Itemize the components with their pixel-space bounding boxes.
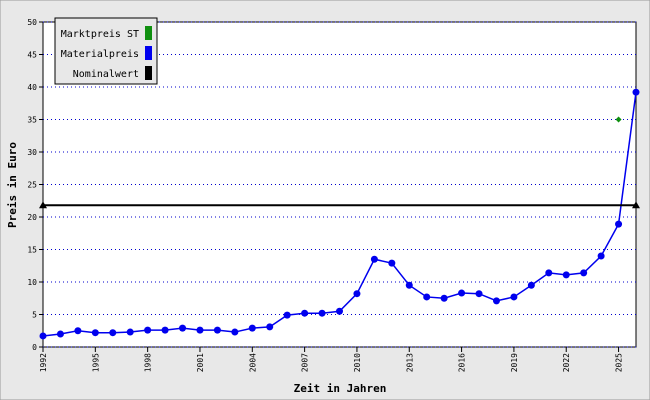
legend-label: Materialpreis bbox=[61, 49, 139, 60]
data-point bbox=[283, 311, 291, 319]
x-tick-label: 2001 bbox=[196, 353, 205, 372]
x-tick-label: 2025 bbox=[615, 353, 624, 372]
y-axis-title: Preis in Euro bbox=[6, 142, 19, 228]
data-point bbox=[615, 220, 623, 228]
x-tick-label: 2007 bbox=[301, 353, 310, 372]
data-point bbox=[475, 290, 483, 298]
legend-swatch bbox=[145, 26, 152, 40]
data-point bbox=[144, 326, 152, 334]
data-point bbox=[109, 329, 117, 337]
data-point bbox=[56, 330, 64, 338]
y-tick-label: 30 bbox=[27, 148, 37, 157]
x-tick-label: 1998 bbox=[144, 353, 153, 372]
data-point bbox=[423, 293, 431, 301]
data-point bbox=[492, 297, 500, 305]
data-point bbox=[353, 290, 361, 298]
data-point bbox=[336, 307, 343, 315]
y-tick-label: 0 bbox=[32, 343, 37, 352]
data-point bbox=[196, 326, 204, 334]
y-tick-label: 40 bbox=[27, 83, 37, 92]
data-point bbox=[74, 327, 82, 335]
y-tick-label: 15 bbox=[27, 246, 37, 255]
x-tick-label: 1992 bbox=[39, 353, 48, 372]
x-tick-label: 2019 bbox=[510, 353, 519, 372]
legend-label: Marktpreis ST bbox=[61, 29, 139, 40]
data-point bbox=[510, 293, 518, 301]
data-point bbox=[318, 309, 326, 317]
legend-box bbox=[54, 17, 158, 85]
data-point bbox=[632, 201, 640, 209]
data-point bbox=[266, 323, 274, 331]
y-tick-label: 5 bbox=[32, 311, 37, 320]
y-tick-label: 50 bbox=[27, 18, 37, 27]
data-point bbox=[527, 281, 535, 289]
data-point bbox=[126, 328, 134, 336]
x-tick-label: 2022 bbox=[562, 353, 571, 372]
data-point bbox=[248, 324, 256, 332]
data-point bbox=[388, 259, 396, 267]
x-tick-label: 2016 bbox=[458, 353, 467, 372]
data-point bbox=[545, 269, 553, 277]
x-tick-label: 2013 bbox=[405, 353, 414, 372]
data-point bbox=[179, 324, 187, 332]
data-point bbox=[39, 332, 47, 340]
data-point bbox=[458, 289, 466, 297]
y-tick-label: 10 bbox=[27, 278, 37, 287]
legend-swatch bbox=[145, 66, 152, 80]
legend-swatch bbox=[145, 46, 152, 60]
data-point bbox=[615, 116, 622, 123]
data-point bbox=[370, 255, 378, 263]
data-point bbox=[231, 328, 239, 336]
data-point bbox=[301, 309, 309, 317]
data-point bbox=[91, 329, 99, 337]
data-point bbox=[440, 294, 448, 302]
data-point bbox=[597, 252, 605, 260]
data-point bbox=[580, 269, 588, 277]
x-tick-label: 2010 bbox=[353, 353, 362, 372]
y-tick-label: 25 bbox=[27, 181, 37, 190]
y-tick-label: 20 bbox=[27, 213, 37, 222]
y-tick-label: 45 bbox=[27, 51, 37, 60]
x-tick-label: 2004 bbox=[248, 353, 257, 372]
x-tick-label: 1995 bbox=[91, 353, 100, 372]
data-point bbox=[562, 271, 570, 279]
x-axis-title: Zeit in Jahren bbox=[294, 382, 387, 395]
data-point bbox=[213, 326, 221, 334]
data-point bbox=[39, 201, 47, 209]
legend-label: Nominalwert bbox=[73, 69, 139, 80]
data-point bbox=[405, 281, 413, 289]
data-point bbox=[161, 326, 169, 334]
data-point bbox=[632, 88, 640, 96]
y-tick-label: 35 bbox=[27, 116, 37, 125]
